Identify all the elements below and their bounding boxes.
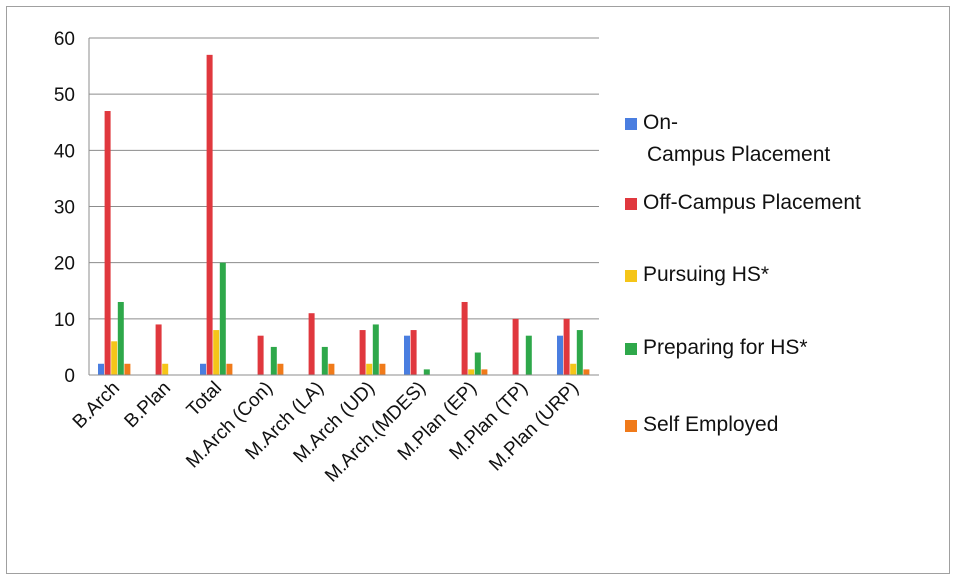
bar — [277, 363, 284, 375]
legend-label: Pursuing HS* — [643, 263, 769, 286]
legend-label-line: Preparing for HS* — [643, 336, 808, 359]
y-axis-ticks: 0 10 20 30 40 50 60 — [54, 29, 75, 387]
x-tick-label: B.Arch — [69, 378, 124, 433]
bar — [563, 318, 570, 375]
y-tick-label: 0 — [64, 366, 75, 387]
bar — [213, 330, 220, 375]
axes — [88, 38, 599, 376]
legend-label-line: Pursuing HS* — [643, 263, 769, 286]
bar — [576, 330, 583, 375]
bar — [481, 369, 488, 375]
gridlines — [89, 37, 599, 320]
y-tick-label: 20 — [54, 254, 75, 275]
bar — [404, 335, 410, 375]
legend-label: Preparing for HS* — [643, 336, 808, 359]
legend-swatch — [625, 118, 637, 130]
legend-label-line: On- — [643, 111, 678, 134]
bars — [98, 54, 590, 376]
bar — [512, 318, 519, 375]
bar — [111, 341, 118, 375]
legend-swatch — [625, 420, 637, 432]
bar — [359, 330, 366, 375]
x-tick-label: B.Plan — [121, 378, 175, 432]
bar — [124, 363, 131, 375]
legend-swatch — [625, 270, 637, 282]
legend-swatch — [625, 198, 637, 210]
bar — [570, 363, 577, 375]
bar — [162, 363, 169, 375]
bar — [423, 369, 430, 375]
bar — [525, 335, 532, 375]
legend-label-line: Self Employed — [643, 413, 778, 436]
x-tick-label: Total — [183, 378, 226, 421]
bar — [583, 369, 590, 375]
bar — [379, 363, 386, 375]
bar — [328, 363, 335, 375]
legend-label: Self Employed — [643, 413, 778, 436]
bar — [308, 313, 315, 375]
bar — [557, 335, 563, 375]
bar — [410, 330, 417, 375]
chart-frame: 0 10 20 30 40 50 60 B.Arch B.Plan Total M.Arch (C… — [6, 6, 950, 574]
bar — [155, 324, 162, 375]
bar — [200, 363, 206, 375]
legend: On- Campus Placement Off-Campus Placement P… — [625, 111, 861, 436]
legend-label: On- Campus Placement — [643, 111, 830, 166]
bar — [366, 363, 373, 375]
y-tick-label: 60 — [54, 29, 75, 50]
y-tick-label: 30 — [54, 198, 75, 219]
legend-label-line: Campus Placement — [647, 143, 830, 166]
x-tick-label: M.Plan (URP) — [485, 378, 583, 476]
y-tick-label: 50 — [54, 85, 75, 106]
bar — [206, 54, 213, 375]
bar — [104, 111, 111, 376]
legend-label: Off-Campus Placement — [643, 191, 861, 214]
bar — [461, 301, 468, 375]
bar — [226, 363, 233, 375]
bar — [372, 324, 379, 375]
bar — [219, 262, 226, 375]
bar — [321, 346, 328, 375]
legend-swatch — [625, 343, 637, 355]
y-tick-label: 10 — [54, 310, 75, 331]
y-tick-label: 40 — [54, 141, 75, 162]
bar — [257, 335, 264, 375]
bar — [468, 369, 475, 375]
bar — [474, 352, 481, 375]
bar — [270, 346, 277, 375]
bar — [117, 301, 124, 375]
bar — [98, 363, 104, 375]
legend-label-line: Off-Campus Placement — [643, 191, 861, 214]
